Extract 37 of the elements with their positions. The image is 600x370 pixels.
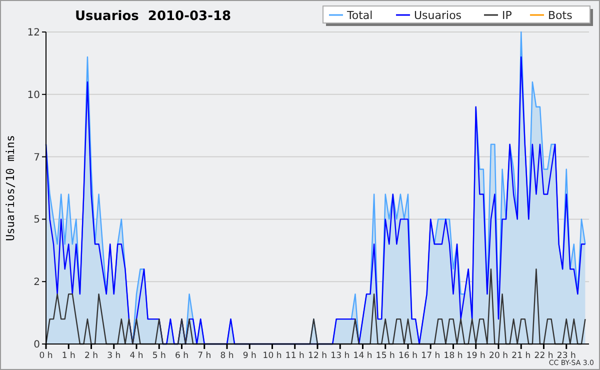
x-tick-label: 12 h xyxy=(308,351,327,361)
x-tick-label: 13 h xyxy=(330,351,350,361)
x-tick-label: 8 h xyxy=(220,351,234,361)
y-axis-title: Usuarios/10 mins xyxy=(4,135,17,241)
chart-title: Usuarios 2010-03-18 xyxy=(75,9,232,24)
y-tick-label: 0 xyxy=(34,340,40,350)
x-tick-label: 23 h xyxy=(556,351,576,361)
line-series xyxy=(45,268,586,345)
y-tick-label: 5 xyxy=(34,214,40,226)
x-tick-label: 11 h xyxy=(285,351,304,361)
x-tick-label: 4 h xyxy=(130,351,144,361)
x-tick-label: 18 h xyxy=(444,351,463,361)
x-tick-label: 6 h xyxy=(175,351,188,361)
x-tick-label: 2 h xyxy=(84,351,98,361)
legend-label: Usuarios xyxy=(414,9,462,22)
y-tick-label: 2 xyxy=(34,277,40,288)
legend-label: Bots xyxy=(548,9,573,22)
x-tick-label: 16 h xyxy=(398,351,418,361)
x-tick-label: 1 h xyxy=(62,351,76,361)
x-tick-label: 21 h xyxy=(512,351,531,361)
x-tick-label: 14 h xyxy=(353,351,372,361)
x-tick-label: 19 h xyxy=(466,351,486,361)
x-tick-label: 0 h xyxy=(39,351,53,361)
y-tick-label: 12 xyxy=(27,28,40,38)
x-tick-label: 9 h xyxy=(242,351,256,361)
x-tick-label: 15 h xyxy=(376,351,395,361)
x-tick-label: 10 h xyxy=(262,351,282,361)
x-tick-label: 22 h xyxy=(534,351,554,361)
x-tick-label: 3 h xyxy=(107,351,121,361)
legend-label: Total xyxy=(346,9,373,22)
x-tick-label: 7 h xyxy=(198,351,212,361)
x-tick-label: 5 h xyxy=(152,351,166,361)
legend-label: IP xyxy=(502,9,512,22)
x-tick-label: 20 h xyxy=(489,351,508,361)
y-tick-label: 10 xyxy=(27,90,40,101)
x-tick-label: 17 h xyxy=(421,351,440,361)
y-tick-label: 7 xyxy=(34,152,40,164)
